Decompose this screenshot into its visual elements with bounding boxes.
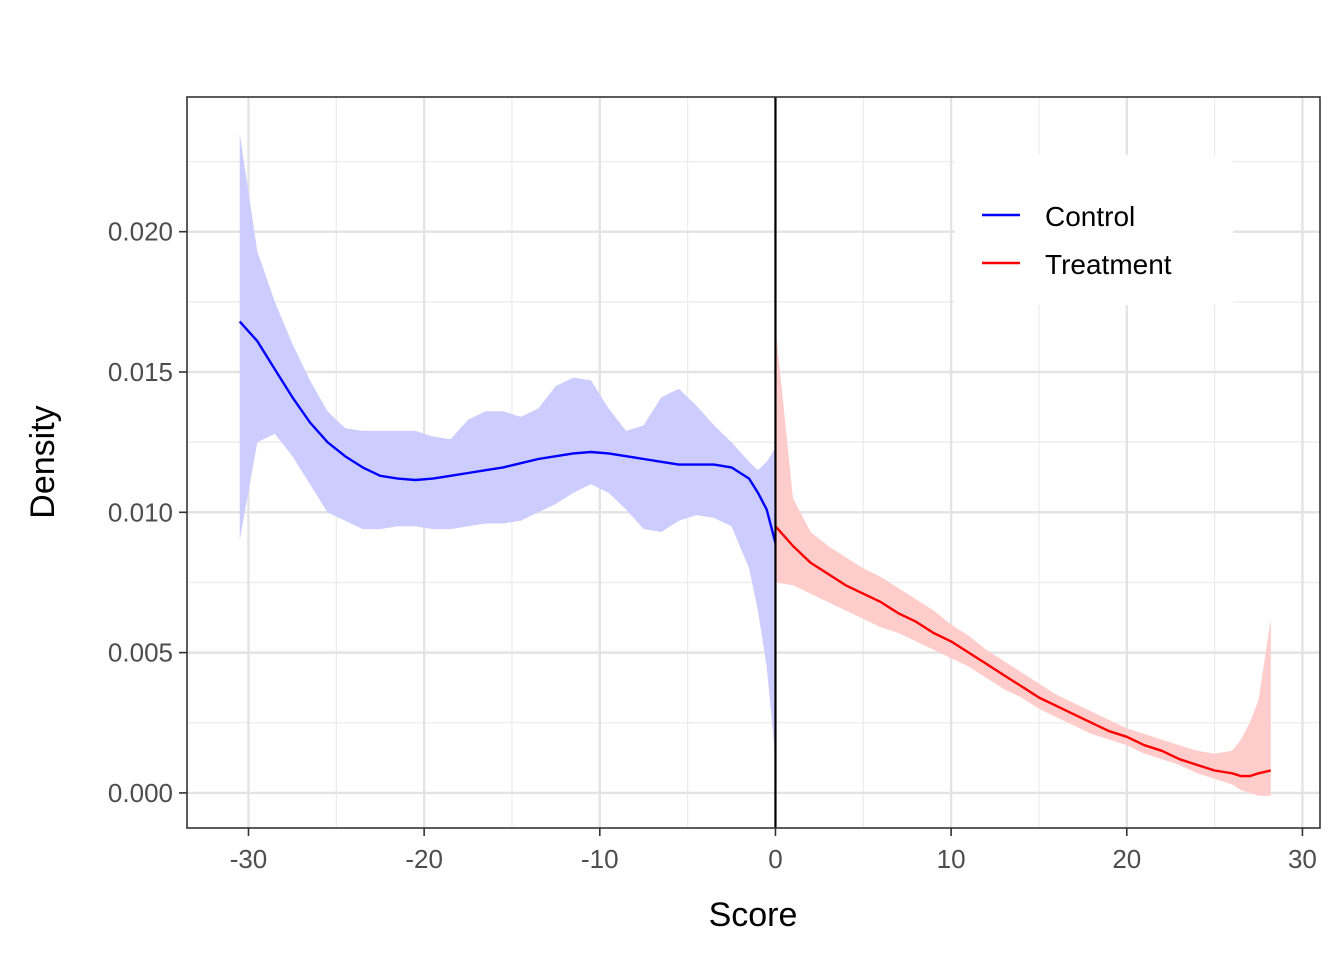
plot-panel-border	[186, 96, 1321, 829]
x-tick-label: -20	[405, 844, 443, 874]
x-tick-label: 0	[768, 844, 782, 874]
legend-label-control: Control	[1045, 201, 1135, 232]
legend: Control Treatment	[955, 155, 1233, 305]
x-tick-label: 20	[1112, 844, 1141, 874]
legend-label-treatment: Treatment	[1045, 249, 1172, 280]
x-tick-label: -30	[230, 844, 268, 874]
x-tick-label: -10	[581, 844, 619, 874]
y-tick-label: 0.000	[108, 778, 173, 808]
y-tick-label: 0.015	[108, 357, 173, 387]
y-tick-label: 0.010	[108, 497, 173, 527]
y-tick-label: 0.020	[108, 217, 173, 247]
series-lines	[238, 320, 1272, 778]
control-density-line	[238, 320, 777, 544]
treatment-density-line	[774, 525, 1272, 778]
x-tick-label: 30	[1288, 844, 1317, 874]
confidence-bands	[239, 133, 1271, 796]
axis-ticks: -30 -20 -10 0 10 20 30 0.000 0.005 0.010 0.015 0.02…	[108, 217, 1317, 874]
y-axis-title: Density	[24, 405, 62, 518]
legend-background	[955, 155, 1233, 305]
x-axis-title: Score	[709, 896, 798, 934]
control-confidence-band	[239, 133, 776, 760]
x-tick-label: 10	[937, 844, 966, 874]
y-tick-label: 0.005	[108, 638, 173, 668]
